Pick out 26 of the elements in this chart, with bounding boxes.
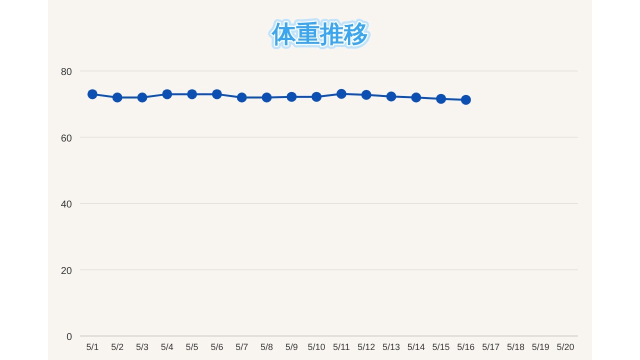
- x-tick-label: 5/12: [358, 342, 376, 352]
- chart-title: 体重推移: [271, 21, 368, 48]
- x-tick-label: 5/4: [160, 342, 174, 352]
- x-tick-label: 5/17: [482, 342, 500, 352]
- x-tick-label: 5/10: [308, 342, 326, 352]
- x-tick-label: 5/16: [457, 342, 475, 352]
- x-tick-label: 5/14: [407, 342, 425, 352]
- y-tick-label: 40: [60, 200, 72, 210]
- x-tick-label: 5/11: [333, 342, 350, 352]
- x-tick-label: 5/1: [86, 342, 99, 352]
- x-tick-label: 5/2: [111, 342, 124, 352]
- x-tick-label: 5/7: [236, 342, 248, 352]
- x-tick-label: 5/6: [210, 342, 224, 352]
- y-tick-label: 80: [60, 67, 72, 78]
- x-tick-label: 5/15: [432, 342, 450, 352]
- y-tick-label: 0: [66, 332, 72, 343]
- y-tick-label: 20: [60, 266, 72, 277]
- x-tick-label: 5/18: [506, 342, 525, 352]
- x-tick-label: 5/8: [260, 342, 274, 352]
- x-tick-label: 5/9: [285, 342, 298, 352]
- x-tick-label: 5/3: [136, 342, 149, 352]
- x-tick-label: 5/5: [186, 342, 198, 352]
- x-tick-label: 5/19: [532, 342, 550, 352]
- y-tick-label: 60: [60, 133, 72, 144]
- x-tick-label: 5/20: [556, 342, 574, 352]
- x-tick-label: 5/13: [382, 342, 400, 352]
